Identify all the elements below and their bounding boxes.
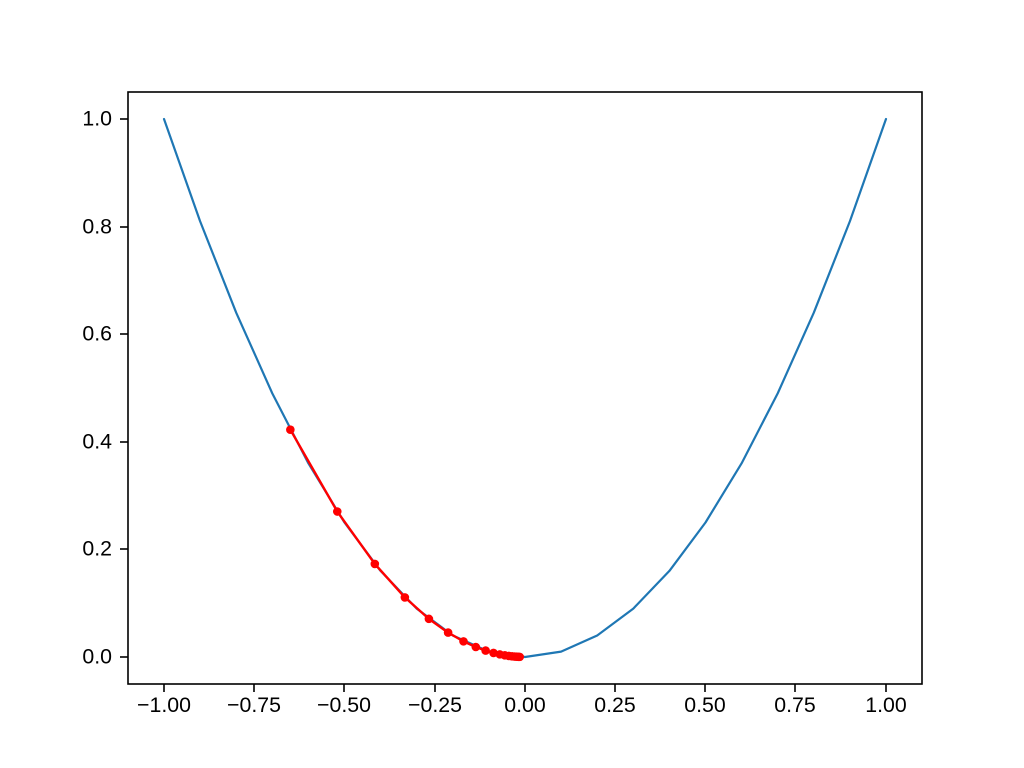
svg-text:0.6: 0.6 xyxy=(82,322,112,346)
svg-text:−0.50: −0.50 xyxy=(317,693,371,717)
svg-text:−1.00: −1.00 xyxy=(137,693,191,717)
svg-text:0.25: 0.25 xyxy=(594,693,635,717)
svg-text:0.50: 0.50 xyxy=(684,693,726,717)
svg-text:0.0: 0.0 xyxy=(82,645,112,669)
svg-text:0.75: 0.75 xyxy=(774,693,815,717)
svg-text:0.2: 0.2 xyxy=(82,537,112,561)
svg-text:−0.25: −0.25 xyxy=(408,693,462,717)
svg-text:0.8: 0.8 xyxy=(82,215,112,239)
svg-text:0.00: 0.00 xyxy=(504,693,546,717)
svg-text:−0.75: −0.75 xyxy=(227,693,281,717)
svg-text:1.00: 1.00 xyxy=(865,693,907,717)
svg-text:1.0: 1.0 xyxy=(82,107,112,131)
svg-text:0.4: 0.4 xyxy=(82,430,112,454)
